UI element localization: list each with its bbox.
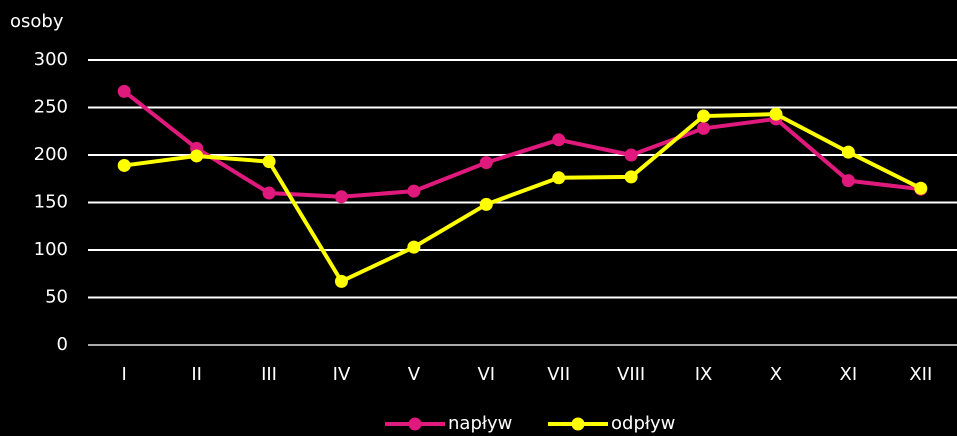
x-tick-label: VII (547, 364, 570, 385)
data-point (190, 149, 204, 163)
data-point (407, 184, 421, 198)
x-tick-label: VI (477, 364, 495, 385)
x-tick-label: VIII (617, 364, 645, 385)
data-point (552, 171, 566, 185)
x-tick-label: XII (909, 364, 932, 385)
x-tick-label: X (770, 364, 782, 385)
data-point (552, 133, 566, 147)
data-point (479, 197, 493, 211)
data-point (334, 274, 348, 288)
y-tick-label: 250 (34, 97, 68, 118)
legend-marker (408, 417, 422, 431)
y-axis-label: osoby (10, 11, 64, 32)
x-tick-label: V (408, 364, 421, 385)
data-point (624, 148, 638, 162)
x-tick-label: I (122, 364, 127, 385)
data-point (914, 181, 928, 195)
data-point (697, 109, 711, 123)
series-line (122, 89, 922, 199)
data-point (624, 170, 638, 184)
legend-marker (571, 417, 585, 431)
y-tick-label: 100 (34, 239, 68, 260)
data-point (117, 158, 131, 172)
data-point (841, 145, 855, 159)
x-tick-label: XI (840, 364, 858, 385)
data-point (262, 186, 276, 200)
series-line (123, 112, 922, 284)
data-point (841, 174, 855, 188)
data-point (117, 84, 131, 98)
data-point (262, 155, 276, 169)
data-point (479, 156, 493, 170)
x-tick-label: IV (333, 364, 351, 385)
y-tick-label: 300 (34, 49, 68, 70)
data-point (407, 240, 421, 254)
data-point (697, 121, 711, 135)
data-point (334, 190, 348, 204)
y-tick-label: 0 (57, 334, 68, 355)
y-tick-label: 50 (45, 287, 68, 308)
legend-label: napływ (448, 413, 512, 434)
data-point (769, 107, 783, 121)
x-tick-label: III (261, 364, 277, 385)
x-tick-label: IX (695, 364, 713, 385)
y-tick-label: 150 (34, 192, 68, 213)
x-tick-label: II (191, 364, 202, 385)
y-tick-label: 200 (34, 144, 68, 165)
legend-label: odpływ (611, 413, 675, 434)
